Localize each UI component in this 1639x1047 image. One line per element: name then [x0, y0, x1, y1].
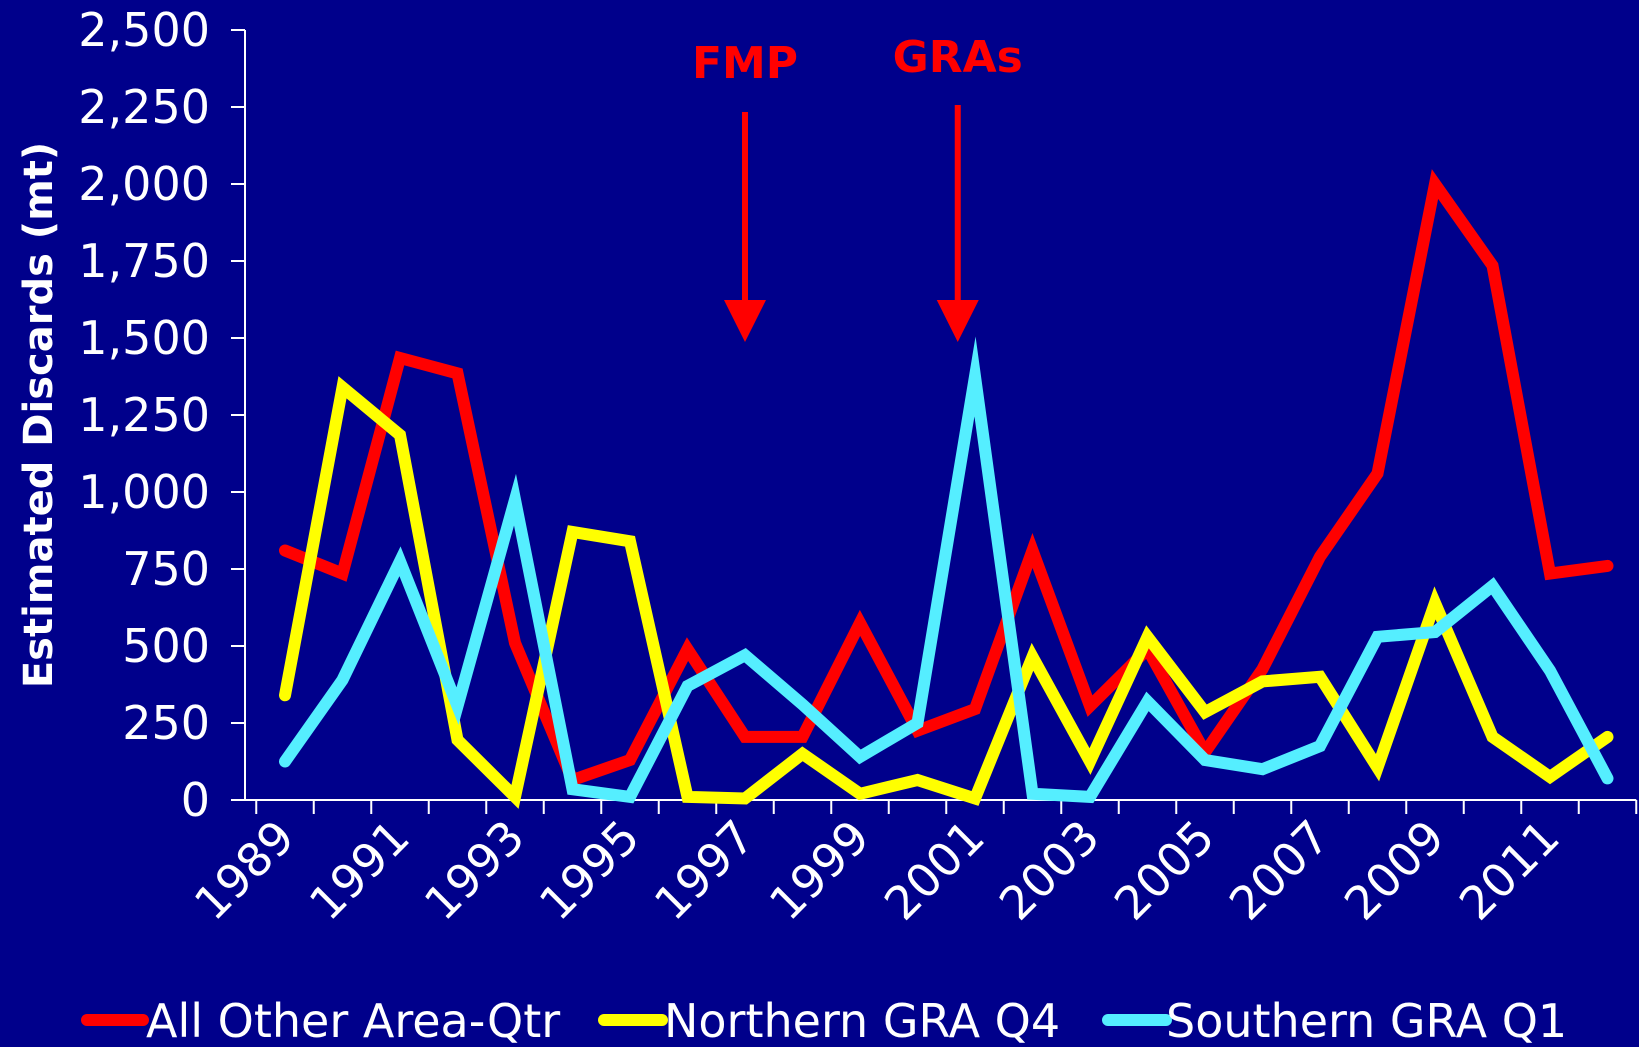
x-tick-label: 2005 [1104, 810, 1225, 931]
annotations: FMP GRAs [692, 32, 1023, 342]
y-tick-label: 0 [181, 773, 210, 827]
y-tick-label: 2,500 [78, 3, 210, 57]
x-tick-label: 2011 [1449, 810, 1570, 931]
y-axis: 0 250 500 750 1,000 1,250 1,500 1,750 2,000 2,250… [78, 3, 246, 827]
series-lines [279, 169, 1614, 809]
x-tick-label: 2003 [989, 810, 1110, 931]
y-axis-title: Estimated Discards (mt) [16, 142, 62, 688]
x-tick-label: 1993 [414, 810, 535, 931]
series-line-2 [279, 376, 1614, 809]
series-line-1 [279, 169, 1614, 788]
annotation-label: FMP [692, 38, 798, 89]
y-tick-label: 1,500 [78, 311, 210, 365]
x-tick-label: 2009 [1334, 810, 1455, 931]
y-tick-label: 500 [122, 619, 210, 673]
x-tick-label: 1989 [184, 810, 305, 931]
x-tick-label: 1997 [644, 810, 765, 931]
y-tick-label: 750 [122, 542, 210, 596]
y-tick-label: 2,250 [78, 80, 210, 134]
y-tick-label: 2,000 [78, 157, 210, 211]
y-tick-label: 250 [122, 696, 210, 750]
annotation-label: GRAs [893, 32, 1023, 83]
x-tick-label: 1991 [299, 810, 420, 931]
x-tick-label: 2001 [874, 810, 995, 931]
y-tick-label: 1,250 [78, 388, 210, 442]
series-line-3 [279, 336, 1614, 804]
y-tick-label: 1,000 [78, 465, 210, 519]
legend-label-3: Southern GRA Q1 [1166, 994, 1567, 1047]
x-tick-label: 1999 [759, 810, 880, 931]
legend-label-2: Northern GRA Q4 [664, 994, 1060, 1047]
x-tick-label: 2007 [1219, 810, 1340, 931]
legend: All Other Area-Qtr Northern GRA Q4 Souther… [81, 994, 1567, 1047]
annotation-arrow-head [724, 300, 766, 342]
legend-label-1: All Other Area-Qtr [146, 994, 560, 1047]
x-axis: 1989199119931995199719992001200320052007… [184, 799, 1638, 931]
annotation-arrow-head [936, 300, 979, 342]
x-tick-label: 1995 [529, 810, 650, 931]
y-tick-label: 1,750 [78, 234, 210, 288]
